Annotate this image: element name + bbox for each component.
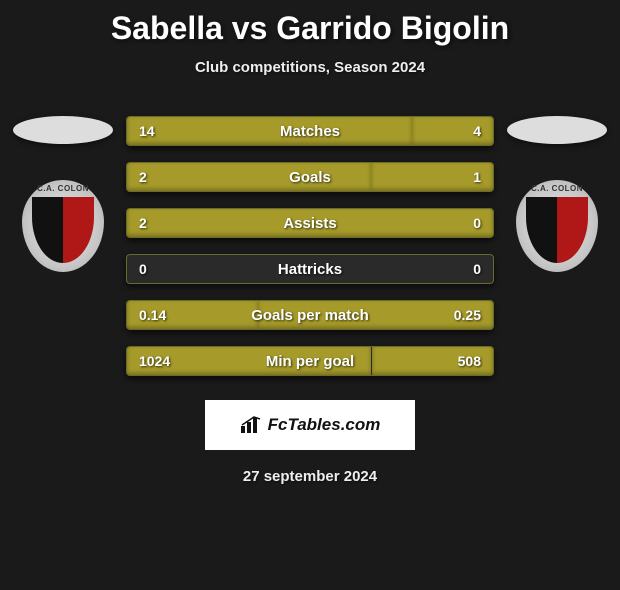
stat-rows: 14Matches42Goals12Assists00Hattricks00.1…	[118, 116, 502, 376]
stat-row: 2Goals1	[126, 162, 494, 192]
stat-label: Min per goal	[127, 347, 493, 375]
brand-text: FcTables.com	[268, 415, 381, 435]
stat-label: Hattricks	[127, 255, 493, 283]
chart-icon	[240, 416, 262, 434]
stat-row: 0Hattricks0	[126, 254, 494, 284]
stat-value-right: 0	[473, 255, 481, 283]
player-photo-placeholder	[13, 116, 113, 144]
page-title: Sabella vs Garrido Bigolin	[0, 10, 620, 47]
stat-row: 1024Min per goal508	[126, 346, 494, 376]
stat-value-right: 0	[473, 209, 481, 237]
club-crest-right: C.A. COLON	[516, 180, 598, 272]
stat-label: Assists	[127, 209, 493, 237]
stat-row: 0.14Goals per match0.25	[126, 300, 494, 330]
brand-attribution: FcTables.com	[205, 400, 415, 450]
date-text: 27 september 2024	[0, 468, 620, 485]
stat-value-right: 4	[473, 117, 481, 145]
crest-text: C.A. COLON	[22, 184, 104, 193]
crest-text: C.A. COLON	[516, 184, 598, 193]
stat-label: Goals per match	[127, 301, 493, 329]
club-crest-left: C.A. COLON	[22, 180, 104, 272]
stat-row: 14Matches4	[126, 116, 494, 146]
stat-value-right: 1	[473, 163, 481, 191]
right-player-col: C.A. COLON	[502, 116, 612, 272]
stat-label: Matches	[127, 117, 493, 145]
left-player-col: C.A. COLON	[8, 116, 118, 272]
player-photo-placeholder	[507, 116, 607, 144]
stat-value-right: 0.25	[454, 301, 481, 329]
stat-value-right: 508	[458, 347, 481, 375]
stat-label: Goals	[127, 163, 493, 191]
subtitle: Club competitions, Season 2024	[0, 59, 620, 76]
stat-row: 2Assists0	[126, 208, 494, 238]
comparison-panel: C.A. COLON 14Matches42Goals12Assists00Ha…	[0, 116, 620, 376]
